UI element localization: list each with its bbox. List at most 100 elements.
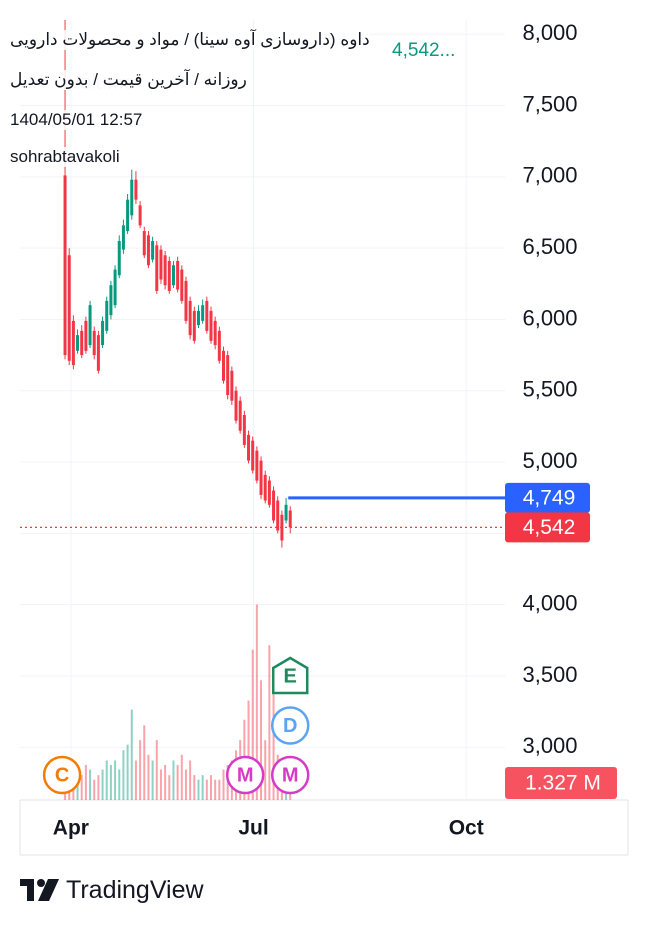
- candle-body: [117, 241, 121, 276]
- candle-body: [138, 205, 142, 226]
- legend-title: داوه (داروسازی آوه سینا) / مواد و محصولا…: [10, 30, 370, 50]
- volume-bar: [201, 775, 204, 800]
- volume-bar: [126, 744, 129, 800]
- candle-body: [188, 300, 192, 336]
- candle-body: [101, 320, 105, 346]
- volume-bar: [205, 779, 208, 800]
- volume-bar: [251, 649, 254, 800]
- candle-body: [146, 235, 150, 266]
- candle-body: [142, 231, 146, 256]
- candle-body: [88, 305, 92, 346]
- price-label: 4,542: [523, 516, 576, 539]
- candle-body: [159, 249, 163, 280]
- candle-body: [76, 335, 80, 351]
- candle-body: [155, 245, 159, 291]
- candle-body: [267, 480, 271, 505]
- volume-bar: [159, 769, 162, 800]
- candle-body: [259, 460, 263, 495]
- volume-bar: [209, 775, 212, 800]
- y-tick-label: 7,000: [522, 163, 577, 188]
- volume-bar: [118, 769, 121, 800]
- candle-body: [255, 450, 259, 481]
- x-tick-label: Apr: [53, 817, 89, 840]
- volume-bar: [247, 700, 250, 800]
- candle-body: [272, 490, 276, 521]
- candle-body: [92, 330, 96, 356]
- event-label: M: [237, 764, 254, 786]
- legend-date: 1404/05/01 12:57: [10, 110, 143, 130]
- y-tick-label: 4,000: [522, 590, 577, 615]
- volume-bar: [151, 760, 154, 800]
- candle-body: [84, 320, 88, 351]
- candle-body: [242, 414, 246, 445]
- volume-bar: [164, 764, 167, 800]
- candle-body: [67, 255, 71, 361]
- volume-bar: [264, 740, 267, 800]
- volume-bar: [114, 760, 117, 800]
- candle-body: [213, 320, 217, 346]
- volume-bar: [168, 775, 171, 800]
- y-tick-label: 6,500: [522, 234, 577, 259]
- volume-label-box: [505, 767, 617, 799]
- candle-body: [151, 241, 155, 260]
- y-tick-label: 5,500: [522, 377, 577, 402]
- candle-body: [130, 179, 134, 216]
- volume-bar: [193, 775, 196, 800]
- event-label: C: [55, 764, 69, 786]
- candle-body: [63, 175, 67, 356]
- x-tick-label: Jul: [238, 817, 268, 840]
- candle-body: [167, 260, 171, 291]
- y-tick-label: 3,000: [522, 733, 577, 758]
- candle-body: [163, 255, 167, 286]
- y-tick-label: 7,500: [522, 91, 577, 116]
- y-tick-label: 8,000: [522, 20, 577, 45]
- candle-body: [134, 179, 138, 200]
- legend-author: sohrabtavakoli: [10, 147, 120, 167]
- volume-bar: [184, 769, 187, 800]
- volume-bar: [260, 680, 263, 800]
- candle-body: [209, 310, 213, 341]
- y-tick-label: 5,000: [522, 448, 577, 473]
- candle-body: [234, 390, 238, 421]
- candle-body: [176, 260, 180, 290]
- candle-body: [205, 300, 209, 331]
- volume-bar: [80, 775, 83, 800]
- candle-body: [276, 500, 280, 531]
- candle-body: [247, 434, 251, 461]
- y-tick-label: 3,500: [522, 662, 577, 687]
- candle-body: [109, 285, 113, 316]
- volume-bar: [218, 779, 221, 800]
- volume-bar: [197, 779, 200, 800]
- volume-bar: [139, 740, 142, 800]
- volume-bar: [101, 769, 104, 800]
- candle-body: [184, 280, 188, 321]
- legend-subtitle: روزانه / آخرین قیمت / بدون تعدیل: [10, 70, 247, 90]
- candle-body: [238, 400, 242, 431]
- volume-label: 1.327 M: [525, 772, 601, 795]
- event-label: D: [283, 715, 297, 737]
- volume-bar: [105, 760, 108, 800]
- x-tick-label: Oct: [449, 817, 484, 840]
- candle-body: [180, 269, 184, 301]
- price-label: 4,749: [523, 486, 576, 509]
- volume-bar: [84, 764, 87, 800]
- candle-body: [192, 310, 196, 341]
- candle-body: [217, 330, 221, 361]
- candle-body: [222, 350, 226, 381]
- volume-bar: [93, 779, 96, 800]
- brand-logo: [20, 879, 59, 901]
- candle-body: [288, 510, 292, 528]
- event-marker: [270, 706, 310, 745]
- volume-bar: [97, 775, 100, 800]
- volume-bar: [122, 750, 125, 800]
- event-label: E: [284, 665, 297, 687]
- candle-body: [230, 370, 234, 401]
- legend-price: 4,542...: [392, 40, 456, 61]
- volume-bar: [172, 760, 175, 800]
- volume-bar: [180, 754, 183, 800]
- candle-body: [80, 330, 84, 356]
- candle-body: [226, 355, 230, 396]
- price-label-box: [505, 512, 590, 543]
- y-tick-label: 6,000: [522, 305, 577, 330]
